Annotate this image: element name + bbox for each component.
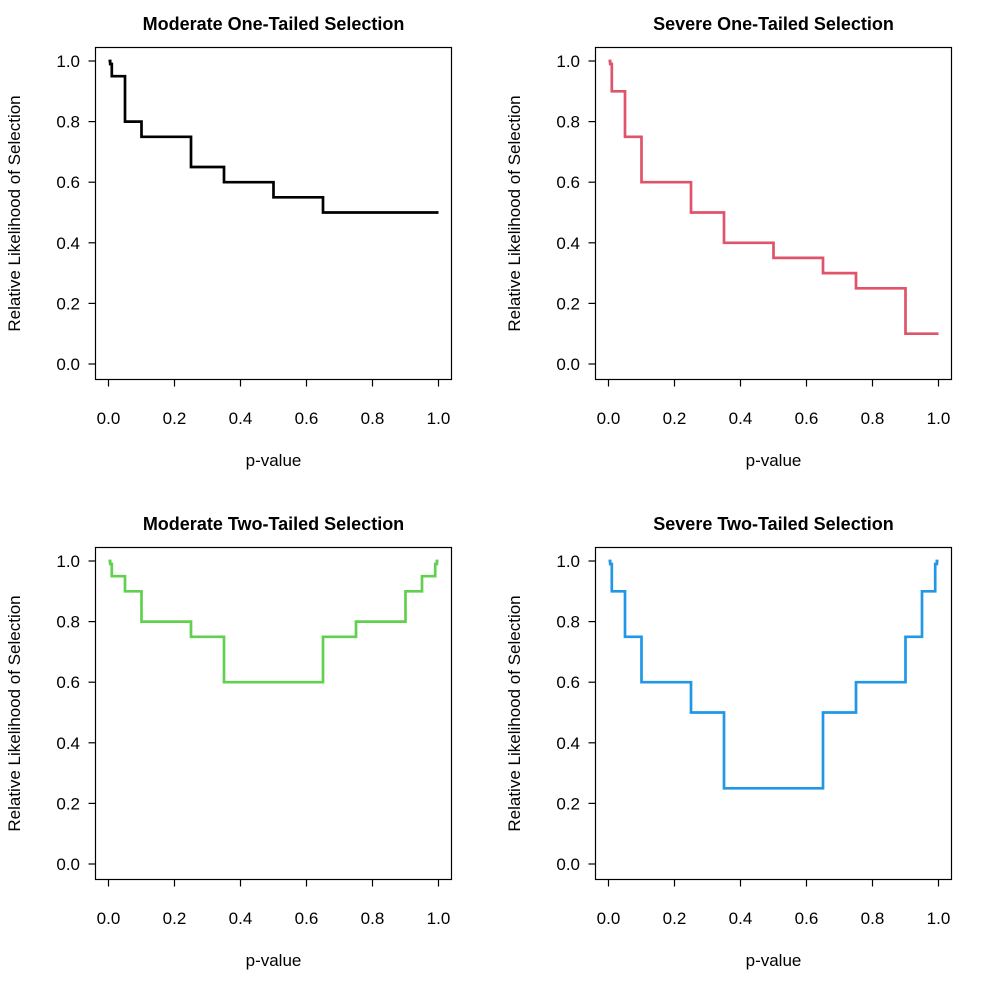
x-tick-label: 1.0 — [427, 409, 451, 428]
x-tick-label: 0.2 — [163, 909, 187, 928]
y-tick-label: 0.4 — [556, 234, 580, 253]
y-tick-label: 0.8 — [556, 613, 580, 632]
y-axis-title: Relative Likelihood of Selection — [505, 595, 524, 831]
y-tick-label: 0.8 — [56, 613, 80, 632]
y-tick-label: 0.6 — [556, 173, 580, 192]
x-tick-label: 0.2 — [163, 409, 187, 428]
panel-title: Moderate Two-Tailed Selection — [143, 514, 404, 534]
x-tick-label: 0.6 — [295, 409, 319, 428]
panel-severe-two-tailed: 0.0 0.2 0.4 0.6 0.8 1.0 0.0 0.2 0.4 0.6 0.8 1.0 Seve… — [500, 500, 1000, 1000]
y-tick-label: 0.4 — [56, 734, 80, 753]
severe-two-tailed-plot: 0.0 0.2 0.4 0.6 0.8 1.0 0.0 0.2 0.4 0.6 0.8 1.0 Seve… — [505, 514, 953, 970]
y-tick-label: 0.0 — [56, 855, 80, 874]
moderate-two-tailed-plot: 0.0 0.2 0.4 0.6 0.8 1.0 0.0 0.2 0.4 0.6 0.8 1.0 Mode… — [5, 514, 453, 970]
x-axis-title: p-value — [246, 451, 302, 470]
x-tick-label: 0.0 — [97, 909, 121, 928]
x-tick-label: 0.6 — [295, 909, 319, 928]
x-tick-label: 0.4 — [729, 409, 753, 428]
x-tick-label: 0.4 — [729, 909, 753, 928]
y-tick-label: 0.2 — [556, 794, 580, 813]
y-tick-label: 0.4 — [56, 234, 80, 253]
x-tick-label: 0.8 — [861, 909, 885, 928]
y-tick-label: 0.2 — [56, 294, 80, 313]
moderate-one-tailed-plot: 0.0 0.2 0.4 0.6 0.8 1.0 0.0 0.2 0.4 0.6 0.8 1.0 Mode… — [5, 14, 453, 470]
y-tick-label: 0.4 — [556, 734, 580, 753]
panel-moderate-one-tailed: 0.0 0.2 0.4 0.6 0.8 1.0 0.0 0.2 0.4 0.6 0.8 1.0 Mode… — [0, 0, 500, 500]
x-tick-label: 0.4 — [229, 909, 253, 928]
plot-box — [594, 46, 953, 381]
x-tick-label: 0.8 — [361, 409, 385, 428]
y-tick-label: 0.6 — [56, 173, 80, 192]
y-tick-label: 0.0 — [56, 355, 80, 374]
panel-severe-one-tailed: 0.0 0.2 0.4 0.6 0.8 1.0 0.0 0.2 0.4 0.6 0.8 1.0 Seve… — [500, 0, 1000, 500]
step-line — [608, 559, 939, 790]
x-tick-label: 0.6 — [795, 409, 819, 428]
y-axis-title: Relative Likelihood of Selection — [505, 95, 524, 331]
y-tick-label: 0.8 — [56, 113, 80, 132]
panel-title: Severe Two-Tailed Selection — [653, 514, 893, 534]
severe-one-tailed-plot: 0.0 0.2 0.4 0.6 0.8 1.0 0.0 0.2 0.4 0.6 0.8 1.0 Seve… — [505, 14, 953, 470]
step-line — [108, 559, 439, 684]
x-axis-title: p-value — [746, 451, 802, 470]
x-tick-label: 0.8 — [361, 909, 385, 928]
y-tick-label: 0.0 — [556, 355, 580, 374]
x-tick-label: 1.0 — [927, 409, 951, 428]
panel-title: Severe One-Tailed Selection — [653, 14, 894, 34]
panel-title: Moderate One-Tailed Selection — [143, 14, 405, 34]
step-line — [108, 59, 439, 214]
plot-box — [94, 546, 453, 881]
x-tick-label: 0.0 — [597, 909, 621, 928]
x-tick-label: 0.6 — [795, 909, 819, 928]
plot-box — [94, 46, 453, 381]
x-tick-label: 0.2 — [663, 909, 687, 928]
x-axis-title: p-value — [746, 951, 802, 970]
y-tick-label: 0.0 — [556, 855, 580, 874]
y-tick-label: 0.8 — [556, 113, 580, 132]
y-tick-label: 0.6 — [556, 673, 580, 692]
x-tick-label: 0.8 — [861, 409, 885, 428]
y-tick-label: 1.0 — [556, 52, 580, 71]
y-tick-label: 0.2 — [556, 294, 580, 313]
panel-moderate-two-tailed: 0.0 0.2 0.4 0.6 0.8 1.0 0.0 0.2 0.4 0.6 0.8 1.0 Mode… — [0, 500, 500, 1000]
y-tick-label: 1.0 — [56, 552, 80, 571]
y-tick-label: 1.0 — [556, 552, 580, 571]
step-line — [608, 59, 939, 336]
x-axis-title: p-value — [246, 951, 302, 970]
y-tick-label: 0.2 — [56, 794, 80, 813]
plot-box — [594, 546, 953, 881]
x-tick-label: 1.0 — [927, 909, 951, 928]
x-tick-label: 1.0 — [427, 909, 451, 928]
x-tick-label: 0.4 — [229, 409, 253, 428]
x-tick-label: 0.0 — [597, 409, 621, 428]
y-axis-title: Relative Likelihood of Selection — [5, 595, 24, 831]
y-tick-label: 1.0 — [56, 52, 80, 71]
x-tick-label: 0.0 — [97, 409, 121, 428]
y-axis-title: Relative Likelihood of Selection — [5, 95, 24, 331]
x-tick-label: 0.2 — [663, 409, 687, 428]
y-tick-label: 0.6 — [56, 673, 80, 692]
